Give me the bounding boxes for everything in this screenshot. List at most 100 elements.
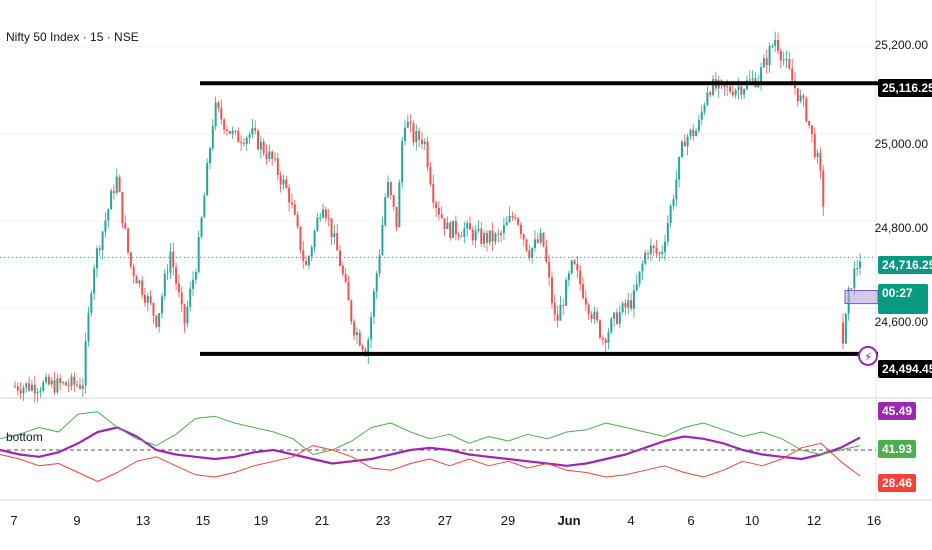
candle-body [282, 179, 285, 185]
candle-body [695, 130, 698, 137]
candle-body [638, 271, 641, 284]
candle-body [70, 376, 73, 387]
candle-body [384, 197, 387, 225]
candle-body [664, 241, 666, 252]
level-lines: ⚡ [0, 81, 879, 366]
candle-body [666, 223, 669, 242]
candle-body [64, 382, 67, 386]
candle-body [469, 223, 471, 230]
candle-body [19, 390, 22, 394]
x-tick-label: 12 [806, 513, 822, 528]
candle-body [525, 239, 528, 251]
candle-body [536, 239, 539, 243]
candle-body [409, 121, 412, 124]
candle-body [404, 127, 406, 142]
candle-body [556, 314, 559, 321]
candle-body [124, 223, 127, 229]
candle-body [435, 202, 438, 208]
candle-body [443, 218, 446, 230]
resistance-price-tag: 25,116.25 [878, 79, 932, 97]
candle-body [228, 130, 231, 134]
candle-body [796, 88, 799, 102]
candle-body [720, 80, 723, 83]
candle-body [81, 385, 84, 389]
candle-body [285, 179, 288, 188]
candle-body [93, 268, 96, 294]
candle-body [802, 95, 805, 99]
candle-body [449, 222, 452, 238]
candle-body [101, 231, 104, 251]
candle-body [313, 230, 316, 248]
candle-body [231, 130, 234, 134]
candle-body [336, 232, 339, 251]
candle-body [316, 217, 319, 231]
candle-body [245, 137, 248, 145]
chart-title: Nifty 50 Index · 15 · NSE [6, 30, 139, 44]
candle-body [494, 233, 497, 242]
candle-body [644, 252, 647, 264]
candle-body [169, 251, 172, 273]
candle-body [276, 158, 279, 176]
candle-body [330, 218, 333, 238]
candle-body [791, 68, 794, 81]
candle-body [370, 316, 373, 340]
candle-body [73, 376, 76, 385]
candle-body [344, 273, 347, 283]
candle-body [237, 131, 240, 143]
candle-body [214, 102, 217, 127]
candle-body [647, 252, 650, 254]
candle-body [166, 272, 169, 274]
candle-body [565, 279, 568, 306]
candle-body [211, 126, 214, 149]
candle-body [347, 282, 350, 301]
indicator-value-green: 41.93 [878, 440, 917, 458]
candle-body [95, 248, 98, 269]
candle-body [457, 234, 460, 237]
candle-body [279, 175, 282, 185]
candle-body [432, 184, 435, 203]
candle-body [203, 195, 206, 218]
candle-body [56, 378, 59, 393]
candle-body [661, 251, 664, 254]
candle-body [542, 232, 545, 247]
candle-body [460, 236, 463, 238]
candle-body [550, 277, 553, 304]
candle-body [777, 40, 780, 51]
candle-body [53, 380, 56, 393]
candle-body [127, 228, 130, 253]
candle-body [121, 191, 124, 224]
candle-body [302, 250, 305, 261]
candle-body [324, 209, 327, 219]
candle-body [310, 247, 313, 257]
candle-body [149, 296, 152, 304]
candle-body [172, 251, 175, 268]
candle-body [760, 67, 763, 82]
candle-body [706, 92, 709, 105]
x-tick-label: 23 [375, 513, 391, 528]
candle-body [844, 313, 847, 344]
candle-body [768, 46, 771, 66]
candle-body [67, 385, 70, 387]
candle-body [522, 234, 525, 240]
candle-body [197, 236, 200, 273]
candle-body [652, 245, 655, 248]
candle-body [587, 304, 590, 315]
candle-body [799, 95, 802, 102]
candle-body [144, 294, 146, 303]
candles [14, 31, 861, 403]
indicator-label: bottom [6, 430, 43, 444]
candle-body [517, 218, 520, 225]
candle-body [389, 182, 392, 196]
price-tick: 25,200.00 [874, 38, 928, 52]
candle-body [630, 300, 633, 309]
lightning-marker-icon [858, 345, 878, 366]
candle-body [392, 195, 395, 207]
candle-body [856, 267, 859, 269]
candle-body [135, 276, 138, 284]
candle-body [192, 279, 195, 289]
candle-body [387, 182, 390, 198]
x-tick-label: 4 [627, 513, 635, 528]
price-tick: 25,000.00 [874, 137, 928, 151]
candle-body [596, 311, 599, 321]
candle-body [734, 90, 737, 96]
